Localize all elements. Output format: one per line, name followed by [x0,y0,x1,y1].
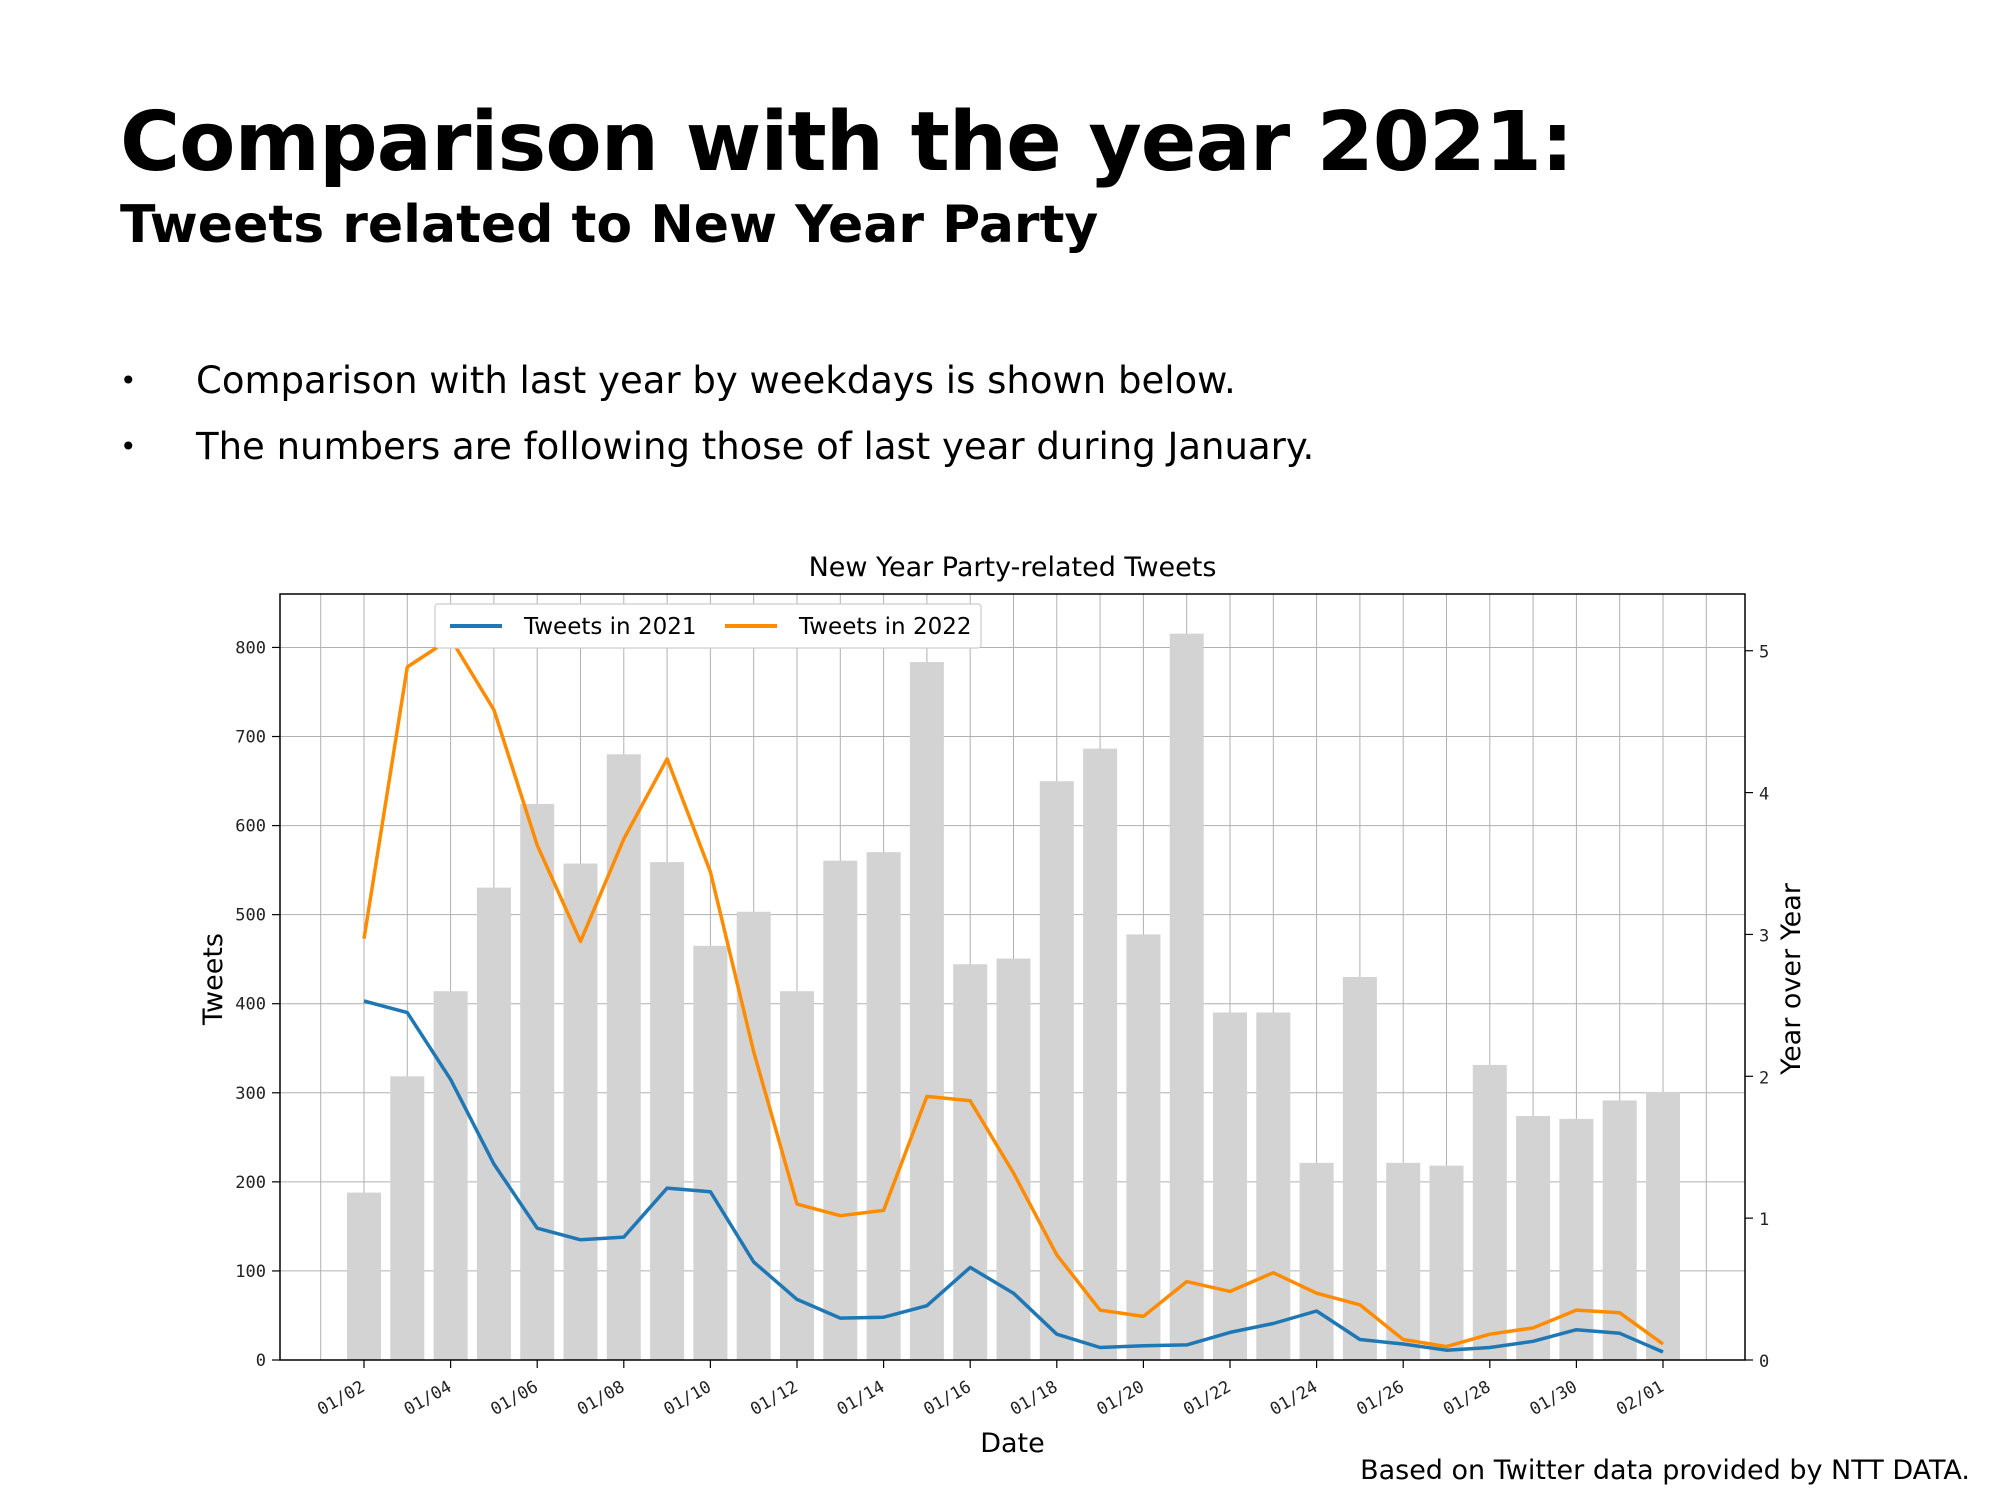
bullet-dot-icon: • [120,430,137,463]
y-tick-label: 300 [235,1084,266,1104]
x-tick-label: 01/06 [487,1377,541,1420]
chart-title: New Year Party-related Tweets [809,552,1217,583]
line-tweets-in-2021 [363,999,1664,1354]
slide-title: Comparison with the year 2021: [120,95,1574,190]
bar [650,862,685,1360]
y2-tick-label: 0 [1759,1352,1769,1372]
y-tick-label: 600 [235,817,266,837]
bar-series [347,633,1680,1360]
bar [1213,1012,1247,1360]
bar [1039,781,1074,1360]
x-tick-label: 01/28 [1440,1377,1494,1420]
bullet-list: • Comparison with last year by weekdays … [120,362,1314,494]
bullet-text: Comparison with last year by weekdays is… [196,359,1236,402]
legend: Tweets in 2021 Tweets in 2022 [434,603,982,649]
bar [1386,1162,1421,1360]
x-tick-label: 01/22 [1180,1377,1234,1420]
y2-axis-label: Year over Year [1776,882,1807,1076]
x-tick-label: 01/14 [834,1377,888,1420]
bar [476,887,511,1360]
x-tick-label: 01/26 [1353,1377,1407,1420]
x-tick-label: 01/10 [661,1377,715,1420]
bar [736,911,771,1360]
x-tick-label: 01/20 [1094,1377,1148,1420]
legend-label-2021: Tweets in 2021 [523,614,696,640]
bar [1559,1118,1594,1360]
bar [693,945,728,1360]
y2-tick-label: 2 [1759,1068,1769,1088]
bar [606,754,641,1360]
y-tick-label: 700 [235,728,266,748]
bar [1169,633,1204,1360]
y2-tick-label: 5 [1759,643,1769,663]
bar [1299,1162,1334,1360]
line-tweets-in-2022 [362,636,1665,1349]
x-tick-label: 01/02 [314,1377,368,1420]
bar [996,958,1031,1360]
bullet-text: The numbers are following those of last … [196,425,1315,468]
bar [866,852,901,1360]
bar [909,662,944,1360]
x-axis-label: Date [980,1428,1045,1459]
x-tick-label: 01/24 [1267,1377,1321,1420]
y-tick-label: 200 [235,1173,266,1193]
y-tick-label: 100 [235,1262,266,1282]
x-tick-label: 01/04 [401,1377,455,1420]
bar [823,860,858,1360]
bullet-item: • The numbers are following those of las… [120,428,1314,465]
bar [433,991,468,1360]
legend-label-2022: Tweets in 2022 [798,614,971,640]
bullet-dot-icon: • [120,364,137,397]
y-tick-label: 0 [256,1351,266,1371]
slide-subtitle: Tweets related to New Year Party [120,195,1099,255]
x-tick-label: 01/16 [920,1377,974,1420]
bar [520,803,555,1360]
y-tick-label: 500 [235,906,266,926]
y2-tick-label: 4 [1759,785,1769,805]
x-tick-label: 01/08 [574,1377,628,1420]
bar [347,1192,381,1360]
legend-box [434,603,982,649]
x-tick-label: 01/30 [1527,1377,1581,1420]
bullet-item: • Comparison with last year by weekdays … [120,362,1314,399]
y-axis-label: Tweets [198,933,229,1026]
bar [1429,1165,1464,1360]
y-tick-label: 400 [235,995,266,1015]
bar [1126,934,1161,1360]
y-tick-label: 800 [235,638,266,658]
bar [1472,1064,1507,1360]
bar [390,1076,425,1360]
bar [1342,977,1377,1360]
bar [1646,1091,1680,1360]
bar [1256,1012,1291,1360]
y2-tick-label: 1 [1759,1210,1769,1230]
bar [1083,748,1118,1360]
x-tick-label: 01/18 [1007,1377,1061,1420]
line-series [362,636,1665,1354]
x-tick-label: 02/01 [1613,1377,1667,1420]
x-tick-label: 01/12 [747,1377,801,1420]
plot-frame [279,593,1746,1361]
y2-tick-label: 3 [1759,926,1769,946]
bar [1516,1116,1551,1360]
bar [1602,1100,1637,1360]
data-credit: Based on Twitter data provided by NTT DA… [1360,1455,1970,1486]
bar [563,863,598,1360]
bar [953,964,988,1360]
